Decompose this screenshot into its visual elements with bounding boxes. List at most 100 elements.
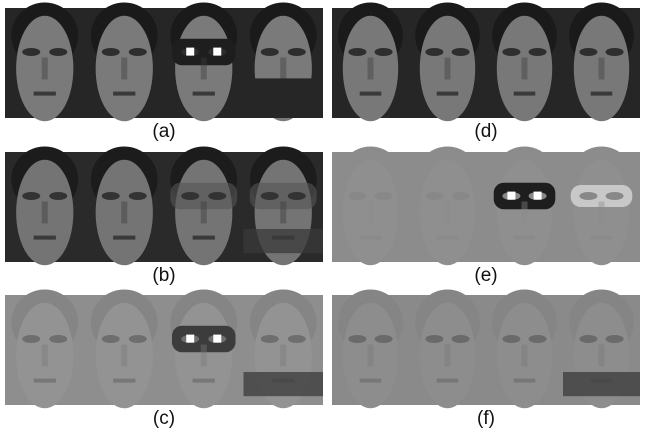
mouth <box>34 92 56 96</box>
eye <box>49 192 67 200</box>
nose <box>280 345 286 367</box>
eye <box>129 48 147 56</box>
eye <box>579 48 597 56</box>
figure: (a)(d)(b)(e)(c)(f) <box>0 0 645 429</box>
eye <box>425 192 443 200</box>
eye <box>288 48 306 56</box>
eye <box>529 335 547 343</box>
eye <box>375 335 393 343</box>
eye <box>49 335 67 343</box>
eye <box>425 335 443 343</box>
face-panel <box>5 147 323 266</box>
panel-label: (e) <box>474 265 497 286</box>
mouth <box>437 379 459 383</box>
nose <box>121 58 127 80</box>
mouth <box>360 92 382 96</box>
eye <box>288 192 306 200</box>
eye <box>102 192 120 200</box>
eye <box>348 48 366 56</box>
eye <box>375 192 393 200</box>
eye <box>181 192 199 200</box>
scarf <box>244 229 324 253</box>
eye <box>579 192 597 200</box>
mouth <box>113 236 135 240</box>
eye <box>452 48 470 56</box>
eye <box>348 192 366 200</box>
eye <box>102 335 120 343</box>
mouth <box>113 92 135 96</box>
nose <box>280 202 286 224</box>
eye <box>425 48 443 56</box>
glare <box>507 192 515 200</box>
nose <box>121 202 127 224</box>
mouth <box>360 236 382 240</box>
panel-label: (b) <box>152 265 175 286</box>
scarf <box>244 372 324 396</box>
nose <box>368 202 374 224</box>
glare <box>213 335 221 343</box>
eye <box>529 48 547 56</box>
nose <box>42 345 48 367</box>
nose <box>599 202 605 224</box>
nose <box>368 58 374 80</box>
nose <box>599 345 605 367</box>
panel-label: (d) <box>474 121 497 142</box>
nose <box>522 345 528 367</box>
eye <box>22 48 40 56</box>
panel-label: (c) <box>153 408 175 429</box>
eye <box>348 335 366 343</box>
eye <box>261 335 279 343</box>
mouth <box>591 92 613 96</box>
scarf <box>563 372 640 396</box>
face-panel <box>332 3 640 122</box>
nose <box>42 202 48 224</box>
eye <box>102 48 120 56</box>
eye <box>129 335 147 343</box>
nose <box>201 58 207 80</box>
nose <box>445 202 451 224</box>
eye <box>452 335 470 343</box>
face-panel <box>5 290 323 409</box>
mouth <box>34 379 56 383</box>
nose <box>121 345 127 367</box>
eye <box>606 48 624 56</box>
mouth <box>113 379 135 383</box>
scarf <box>244 78 324 118</box>
glare <box>213 48 221 56</box>
mouth <box>514 92 536 96</box>
glare <box>534 192 542 200</box>
eye <box>261 192 279 200</box>
eye <box>49 48 67 56</box>
eye <box>579 335 597 343</box>
nose <box>280 58 286 80</box>
eye <box>261 48 279 56</box>
mouth <box>591 236 613 240</box>
nose <box>368 345 374 367</box>
eye <box>22 192 40 200</box>
mouth <box>34 236 56 240</box>
face-panel <box>5 3 323 122</box>
glare <box>186 335 194 343</box>
mouth <box>514 379 536 383</box>
eye <box>606 192 624 200</box>
mouth <box>437 236 459 240</box>
nose <box>599 58 605 80</box>
face-panel <box>332 147 640 266</box>
nose <box>522 58 528 80</box>
mouth <box>360 379 382 383</box>
face-panel <box>332 290 640 409</box>
nose <box>522 202 528 224</box>
panel-label: (f) <box>477 408 495 429</box>
eye <box>288 335 306 343</box>
nose <box>445 345 451 367</box>
nose <box>42 58 48 80</box>
glare <box>186 48 194 56</box>
mouth <box>514 236 536 240</box>
eye <box>502 335 520 343</box>
nose <box>201 202 207 224</box>
eye <box>606 335 624 343</box>
mouth <box>193 92 215 96</box>
eye <box>452 192 470 200</box>
mouth <box>193 379 215 383</box>
eye <box>129 192 147 200</box>
